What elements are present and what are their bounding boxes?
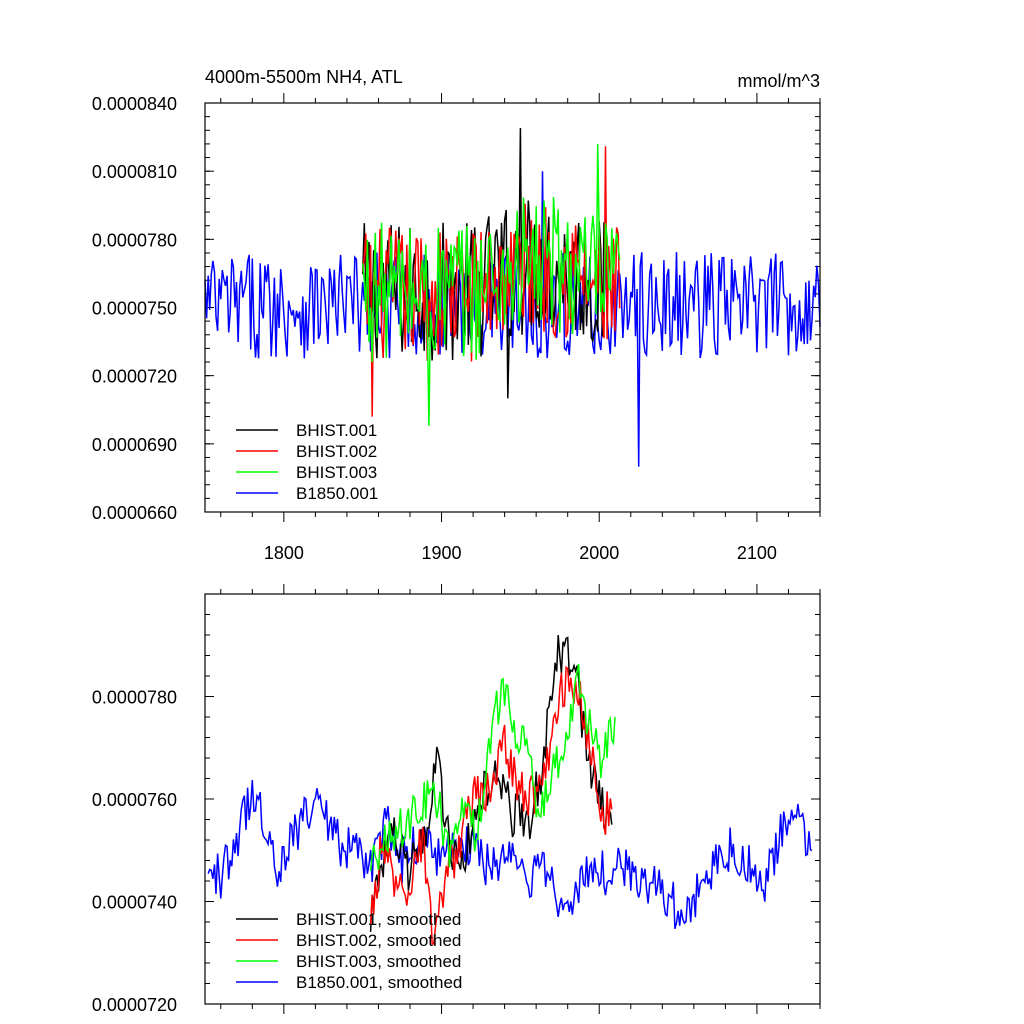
series-line-bhist-001 (361, 127, 608, 399)
y-tick-label: 0.0000760 (92, 790, 177, 810)
chart-title: 4000m-5500m NH4, ATL (205, 67, 403, 87)
series-line-b1850-001 (204, 171, 821, 467)
units-label: mmol/m^3 (738, 71, 820, 91)
y-tick-label: 0.0000690 (92, 435, 177, 455)
top-legend: BHIST.001 BHIST.002 BHIST.003 B1850.001 (236, 421, 378, 503)
y-tick-label: 0.0000780 (92, 688, 177, 708)
top-series-lines (204, 127, 821, 467)
legend-label: BHIST.001, smoothed (296, 910, 461, 929)
bottom-legend: BHIST.001, smoothed BHIST.002, smoothed BH… (236, 910, 462, 992)
bottom-panel: 0.0000720 0.0000740 0.0000760 0.0000780 BHI… (92, 584, 821, 1015)
top-plot-frame (204, 102, 821, 513)
legend-label: BHIST.002 (296, 442, 377, 461)
series-line-bhist-002-smoothed (369, 665, 613, 945)
y-tick-label: 0.0000810 (92, 162, 177, 182)
bottom-series-lines (207, 634, 813, 945)
series-line-bhist-003-smoothed (369, 663, 616, 871)
bottom-plot-frame (204, 593, 821, 1005)
y-tick-label: 0.0000740 (92, 893, 177, 913)
x-tick-label: 2100 (737, 543, 777, 563)
legend-label: BHIST.003, smoothed (296, 952, 461, 971)
legend-label: BHIST.002, smoothed (296, 931, 461, 950)
top-panel: 4000m-5500m NH4, ATL mmol/m^3 0.00006600… (92, 67, 821, 563)
x-tick-label: 1800 (264, 543, 304, 563)
x-tick-label: 1900 (422, 543, 462, 563)
y-tick-label: 0.0000720 (92, 367, 177, 387)
y-tick-label: 0.0000720 (92, 995, 177, 1015)
legend-label: B1850.001, smoothed (296, 973, 462, 992)
legend-label: B1850.001 (296, 484, 378, 503)
y-tick-label: 0.0000780 (92, 230, 177, 250)
y-tick-label: 0.0000750 (92, 299, 177, 319)
x-tick-label: 2000 (579, 543, 619, 563)
y-tick-label: 0.0000660 (92, 503, 177, 523)
series-line-bhist-002 (361, 146, 621, 417)
bottom-axes: 0.0000720 0.0000740 0.0000760 0.0000780 (92, 584, 821, 1015)
top-axes: 0.0000660 0.0000690 0.0000720 0.0000750 0.00… (92, 93, 821, 563)
legend-label: BHIST.001 (296, 421, 377, 440)
legend-label: BHIST.003 (296, 463, 377, 482)
series-line-bhist-003 (361, 143, 621, 426)
y-tick-label: 0.0000840 (92, 94, 177, 114)
series-line-b1850-001-smoothed (207, 779, 813, 929)
